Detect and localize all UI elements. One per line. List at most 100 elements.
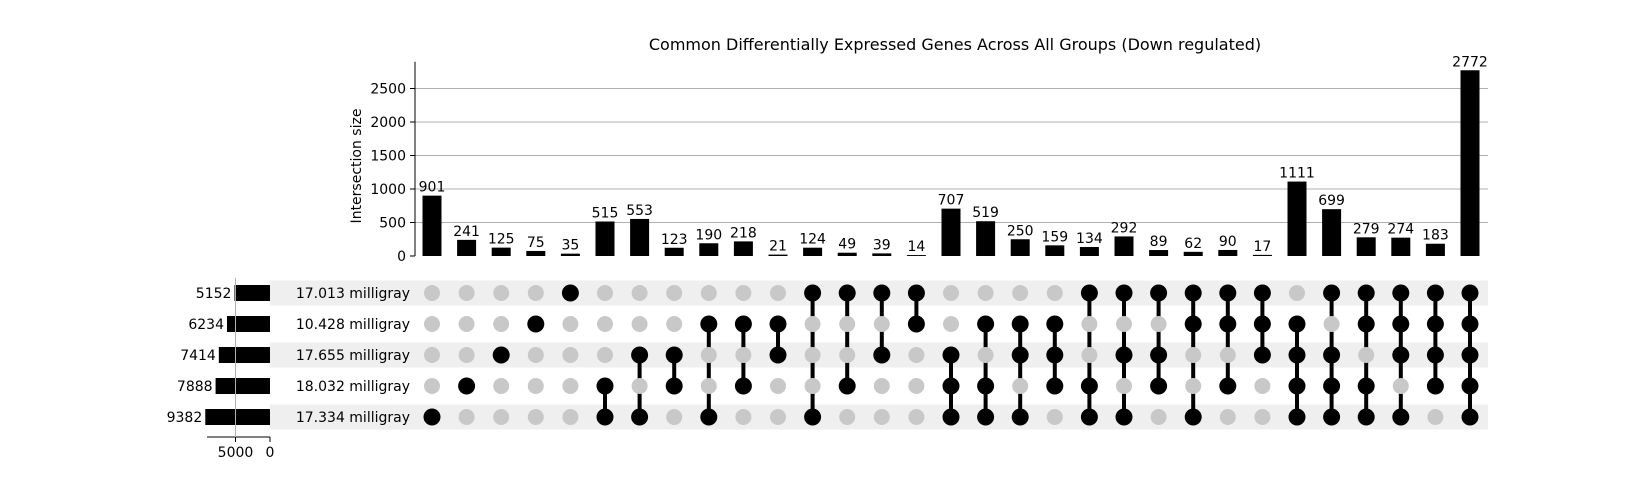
matrix-dot-inactive: [1427, 409, 1444, 425]
set-name: 17.655 milligray: [296, 348, 410, 364]
matrix-dot-inactive: [735, 409, 752, 425]
matrix-dot-active: [1046, 377, 1064, 395]
matrix-dot-inactive: [631, 316, 648, 332]
matrix-dot-active: [977, 377, 995, 395]
matrix-dot-inactive: [1219, 347, 1236, 363]
y-tick-label: 2500: [370, 82, 406, 98]
matrix-dot-inactive: [1185, 378, 1202, 394]
matrix-dot-inactive: [770, 378, 786, 394]
matrix-dot-active: [1323, 346, 1341, 364]
intersection-bar-label: 14: [907, 239, 925, 255]
matrix-dot-active: [1046, 346, 1064, 364]
matrix-dot-active: [1392, 315, 1410, 333]
intersection-bar-label: 49: [838, 237, 856, 253]
set-size-label: 7888: [177, 379, 213, 395]
matrix-dot-inactive: [1012, 285, 1029, 301]
matrix-dot-active: [1426, 315, 1444, 333]
set-size-bar: [234, 285, 270, 301]
matrix-dot-active: [631, 346, 649, 364]
intersection-bar: [1183, 251, 1203, 256]
intersection-bar: [560, 253, 580, 256]
intersection-bar-label: 241: [453, 224, 480, 240]
matrix-dot-active: [1253, 346, 1271, 364]
set-name: 10.428 milligray: [296, 317, 410, 333]
intersection-bar-label: 123: [661, 232, 688, 248]
matrix-dot-inactive: [666, 409, 683, 425]
y-tick-label: 1500: [370, 149, 406, 165]
matrix-dot-active: [1253, 284, 1271, 302]
matrix-dot-inactive: [943, 285, 959, 301]
set-axis-tick-label: 5000: [218, 445, 254, 461]
matrix-dot-inactive: [458, 409, 475, 425]
intersection-bar-label: 699: [1318, 193, 1345, 209]
intersection-bar: [1045, 245, 1065, 256]
intersection-bar: [1322, 209, 1342, 256]
matrix-dot-active: [665, 377, 683, 395]
matrix-dot-inactive: [458, 285, 475, 301]
intersection-bar: [1218, 249, 1238, 256]
set-size-label: 7414: [180, 348, 216, 364]
matrix-dot-active: [873, 346, 891, 364]
intersection-bar: [699, 243, 719, 256]
matrix-dot-active: [700, 315, 718, 333]
matrix-dot-inactive: [562, 409, 579, 425]
intersection-bar: [733, 241, 753, 256]
matrix-dot-active: [1184, 315, 1202, 333]
intersection-bar: [1425, 243, 1445, 256]
matrix-dot-inactive: [1392, 378, 1409, 394]
matrix-dot-active: [873, 284, 891, 302]
matrix-dot-active: [1461, 408, 1479, 426]
matrix-dot-active: [769, 346, 787, 364]
matrix-dot-inactive: [1254, 409, 1271, 425]
intersection-bar-label: 35: [561, 238, 579, 254]
set-size-label: 5152: [196, 286, 232, 302]
gridlines: [415, 88, 1488, 223]
matrix-dot-inactive: [631, 285, 648, 301]
matrix-dot-active: [1357, 408, 1375, 426]
y-axis-label: Intersection size: [349, 109, 365, 224]
matrix-dot-active: [1219, 315, 1237, 333]
set-size-bar: [205, 409, 270, 425]
intersection-bars: [422, 70, 1480, 256]
matrix-dot-inactive: [597, 316, 613, 332]
matrix-dot-active: [1288, 377, 1306, 395]
set-size-label: 6234: [188, 317, 224, 333]
intersection-bar: [1356, 237, 1376, 256]
intersection-bar-label: 515: [592, 205, 619, 221]
intersection-bar: [976, 221, 996, 256]
matrix-dot-inactive: [804, 347, 821, 363]
matrix-dot-active: [1219, 284, 1237, 302]
intersection-bar-label: 21: [769, 239, 787, 255]
intersection-bar: [1010, 239, 1030, 256]
intersection-bar-label: 2772: [1452, 54, 1488, 70]
matrix-dot-active: [1357, 377, 1375, 395]
matrix-dot-active: [1115, 408, 1133, 426]
matrix-dot-inactive: [1254, 378, 1271, 394]
matrix-dot-inactive: [493, 378, 510, 394]
matrix-dot-inactive: [424, 316, 440, 332]
matrix-dot-inactive: [493, 316, 510, 332]
set-size-bars: 5152 6234 7414 7888 9382: [167, 285, 270, 426]
intersection-bar: [1114, 236, 1134, 256]
matrix-dot-active: [1115, 346, 1133, 364]
matrix-dot-active: [1288, 408, 1306, 426]
set-name: 17.013 milligray: [296, 286, 410, 302]
intersection-bar-label: 124: [799, 232, 826, 248]
matrix-dot-inactive: [700, 285, 717, 301]
matrix-dot-inactive: [908, 378, 925, 394]
matrix-dot-inactive: [1081, 347, 1098, 363]
matrix-dot-active: [596, 408, 614, 426]
matrix-dot-inactive: [804, 316, 821, 332]
y-tick-label: 1000: [370, 182, 406, 198]
matrix-dot-active: [907, 284, 925, 302]
intersection-bar: [803, 247, 823, 256]
matrix-dot-active: [1184, 408, 1202, 426]
matrix-dot-active: [769, 315, 787, 333]
set-size-axis: 5000 0: [207, 278, 274, 461]
matrix-dot-inactive: [1012, 378, 1029, 394]
matrix-dot-inactive: [666, 285, 683, 301]
intersection-bar-label: 1111: [1279, 166, 1315, 182]
matrix-dot-active: [1426, 377, 1444, 395]
matrix-dot-active: [942, 346, 960, 364]
matrix-dot-inactive: [977, 285, 994, 301]
